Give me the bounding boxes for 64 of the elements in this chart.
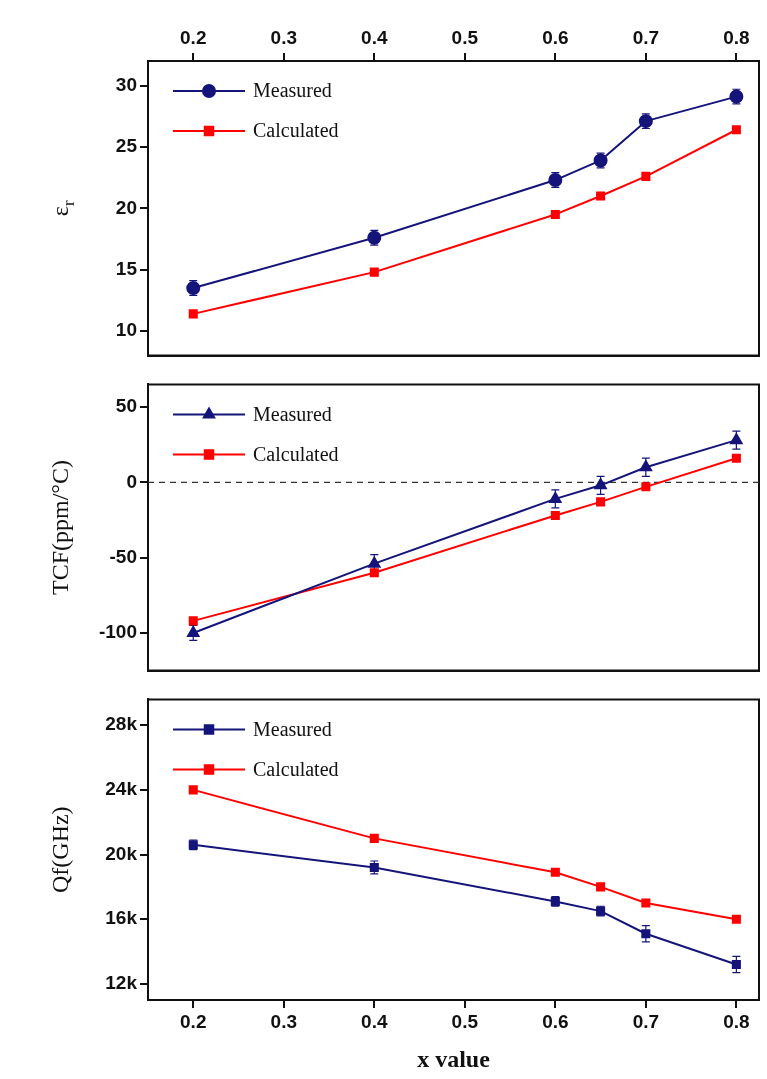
x-tick-label: 0.5	[451, 1010, 479, 1032]
point	[369, 267, 379, 277]
y-tick-label: 20k	[105, 842, 138, 864]
point	[641, 482, 651, 492]
y-tick-label: 16k	[105, 907, 138, 929]
x-axis-title: x value	[417, 1045, 491, 1072]
y-tick-label: 50	[115, 395, 137, 417]
y-tick-label: 15	[115, 257, 138, 279]
point	[596, 882, 606, 892]
point	[730, 433, 743, 445]
x-tick-label: 0.4	[361, 1010, 388, 1032]
y-tick-label: 30	[115, 73, 137, 95]
x2-tick-label: 0.5	[451, 26, 479, 48]
x2-tick-label: 0.7	[632, 26, 660, 48]
x-tick-label: 0.6	[542, 1010, 569, 1032]
point	[550, 867, 560, 877]
point	[731, 959, 741, 969]
y-tick-label: -50	[109, 545, 137, 567]
point	[641, 898, 651, 908]
point	[188, 785, 198, 795]
y-tick-label: 24k	[105, 778, 138, 800]
x-tick-label: 0.3	[270, 1010, 297, 1032]
legend-label: Measured	[253, 79, 332, 102]
x2-tick-label: 0.4	[361, 26, 388, 48]
point	[549, 491, 562, 503]
point	[731, 453, 741, 463]
y-tick-label: 25	[115, 135, 138, 157]
point	[188, 309, 198, 319]
y-axis-title: TCF(ppm/°C)	[47, 460, 74, 595]
legend-label: Calculated	[253, 119, 339, 142]
point	[369, 833, 379, 843]
point	[369, 568, 379, 578]
x-tick-label: 0.7	[632, 1010, 660, 1032]
point	[550, 510, 560, 520]
legend-label: Measured	[253, 402, 332, 425]
point	[187, 625, 200, 637]
y-tick-label: 20	[115, 196, 137, 218]
point	[731, 125, 741, 135]
x-tick-label: 0.2	[180, 1010, 207, 1032]
y-tick-label: 10	[115, 319, 137, 341]
x-tick-label: 0.8	[723, 1010, 750, 1032]
point	[731, 914, 741, 924]
y-tick-label: 0	[126, 470, 137, 492]
y-axis-title: εr	[47, 200, 78, 217]
y-tick-label: 12k	[105, 972, 138, 994]
x2-tick-label: 0.8	[723, 26, 750, 48]
point	[639, 460, 653, 472]
legend-label: Calculated	[253, 442, 339, 465]
point	[550, 209, 560, 219]
point	[641, 171, 651, 181]
x2-tick-label: 0.6	[542, 26, 569, 48]
point	[641, 929, 651, 939]
x2-tick-label: 0.2	[180, 26, 207, 48]
point	[596, 497, 606, 507]
legend-label: Measured	[253, 717, 332, 740]
x2-tick-label: 0.3	[270, 26, 297, 48]
y-tick-label: 28k	[105, 713, 138, 735]
y-tick-label: -100	[98, 621, 137, 643]
point	[368, 556, 381, 568]
legend-label: Calculated	[253, 757, 339, 780]
point	[594, 478, 607, 490]
y-axis-title: Qf(GHz)	[47, 806, 74, 894]
point	[188, 616, 198, 626]
point	[596, 191, 606, 201]
